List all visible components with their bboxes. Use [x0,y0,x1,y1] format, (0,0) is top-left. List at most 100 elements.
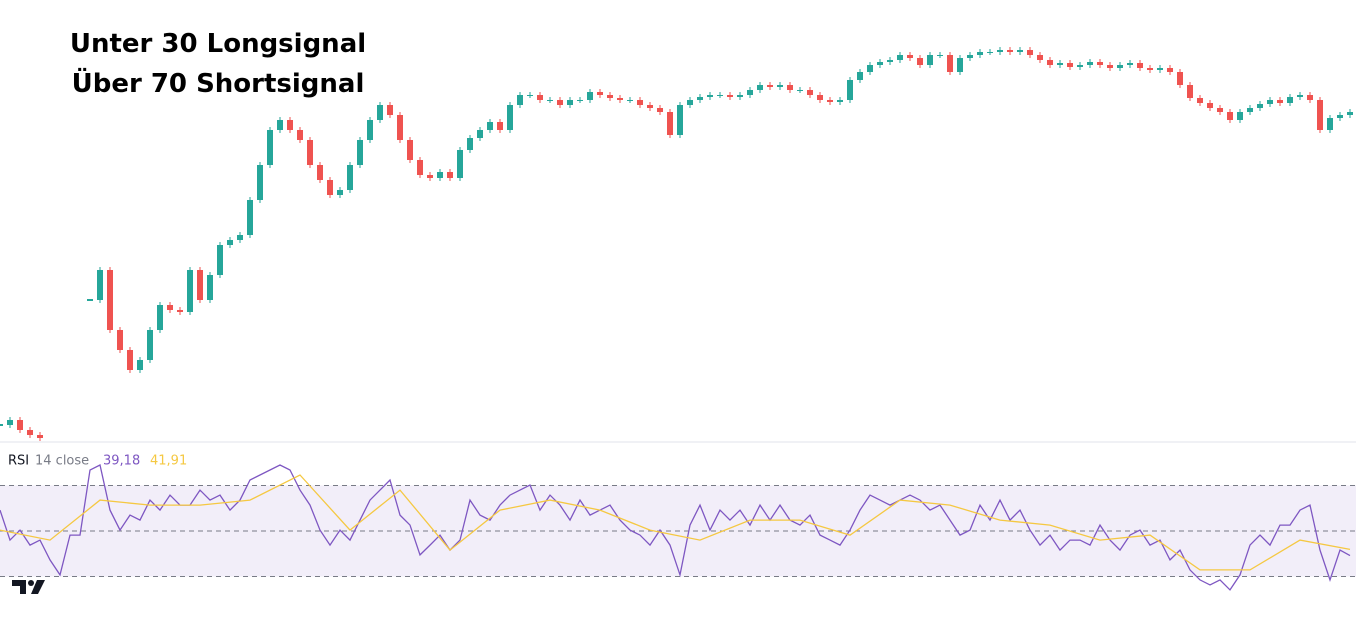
candle [127,350,133,370]
candle [717,95,723,96]
candle [197,270,203,300]
candle [1047,60,1053,65]
candle [917,58,923,65]
candle [117,330,123,350]
candle [1037,55,1043,60]
candle [797,90,803,91]
candle [1217,108,1223,112]
candle [727,95,733,97]
indicator-name: RSI [8,454,29,469]
candle [497,122,503,130]
candle [157,305,163,330]
rsi-value: 39,18 [103,454,140,469]
signal-line [0,474,1351,571]
candle [1017,50,1023,52]
candle [187,270,193,312]
candle [147,330,153,360]
candle [517,95,523,105]
candle [657,108,663,112]
candle [267,130,273,165]
candle [947,55,953,72]
candle [1317,100,1323,130]
candle [567,100,573,105]
candle [857,72,863,80]
candle [327,180,333,195]
candle [427,175,433,178]
tradingview-logo [12,580,45,594]
candle [927,55,933,65]
indicator-params: 14 close [35,454,89,469]
candle [1057,63,1063,65]
candle [1337,115,1343,118]
candle [1247,108,1253,112]
annotation: Über 70 Shortsignal [72,66,365,99]
candle [217,245,223,275]
candle [507,105,513,130]
candle [207,275,213,300]
candle [17,420,23,430]
candle [637,100,643,105]
candle [597,92,603,95]
candle [97,270,103,300]
candle [287,120,293,130]
candle [667,112,673,135]
candle [1147,68,1153,70]
candle [897,55,903,60]
candle [1067,63,1073,67]
candle [537,95,543,100]
candle [367,120,373,140]
candle [877,62,883,65]
candle [407,140,413,160]
candle [1177,72,1183,85]
candle [747,90,753,95]
candle [607,95,613,98]
candle [1327,118,1333,130]
candle [627,100,633,101]
candle [1197,98,1203,103]
candle [847,80,853,100]
candle [137,360,143,370]
candle [477,130,483,138]
candle [277,120,283,130]
candle [397,115,403,140]
candle [647,105,653,108]
signal-value: 41,91 [150,454,187,469]
candle [997,50,1003,52]
candle [1187,85,1193,98]
candle [577,100,583,101]
candle [357,140,363,165]
candle [1107,65,1113,68]
candle [1307,95,1313,100]
candle [487,122,493,130]
candle [37,435,43,438]
candle [837,100,843,102]
candle [977,52,983,55]
candle [237,235,243,240]
candle [1097,62,1103,65]
price-pane [0,47,1353,441]
candle [1237,112,1243,120]
candle [1157,68,1163,70]
candle [257,165,263,200]
candle [737,95,743,97]
candle [387,105,393,115]
annotation: Unter 30 Longsignal [70,29,366,59]
candle [177,310,183,312]
candle [1227,112,1233,120]
candle [987,52,993,53]
candle [617,98,623,100]
candle [337,190,343,195]
candle [707,95,713,97]
candle [417,160,423,175]
candle [1257,104,1263,108]
candle [887,60,893,62]
candle [677,105,683,135]
candle [1207,103,1213,108]
candle [0,424,3,426]
candle [937,55,943,56]
candle [1087,62,1093,65]
candle [457,150,463,178]
candle [247,200,253,235]
candle [307,140,313,165]
candle [377,105,383,120]
